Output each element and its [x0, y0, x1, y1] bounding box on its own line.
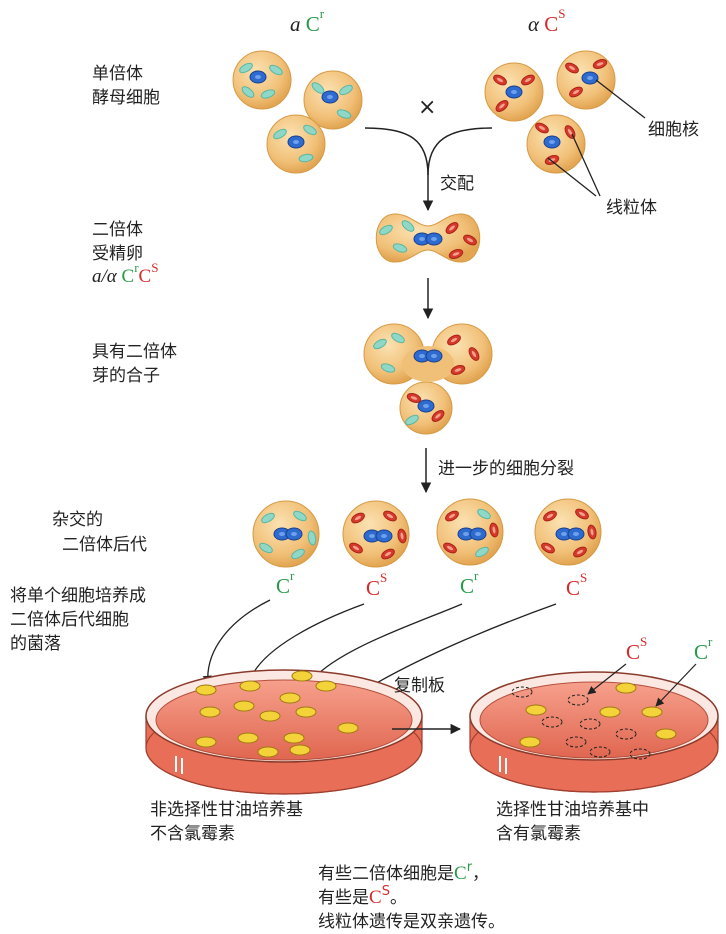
progeny-genotype-1: Cr — [276, 568, 295, 598]
haploid-label-2: 酵母细胞 — [92, 88, 160, 108]
diploid-zygote — [375, 213, 481, 263]
mito-leader-2 — [571, 133, 601, 197]
bud-label-2: 芽的合子 — [92, 366, 160, 386]
progeny-cell-1 — [252, 500, 320, 568]
mito-leader-1 — [547, 157, 597, 197]
haploid-cell-a3 — [266, 114, 326, 174]
progeny-label-1: 杂交的 — [52, 510, 103, 530]
plate-cs-arrow — [587, 663, 627, 695]
plate-right-label-2: 含有氯霉素 — [496, 824, 581, 844]
parent-alpha-genotype: α CS — [528, 6, 566, 36]
mating-label: 交配 — [440, 174, 474, 194]
plate-cr-genotype: Cr — [694, 634, 713, 664]
colony-arrow-2 — [248, 603, 365, 681]
petri-dish-nonselective — [145, 669, 423, 795]
nucleus-leader — [595, 79, 646, 119]
colony-arrow-1 — [202, 599, 271, 685]
colony-label-1: 将单个细胞培养成 — [10, 586, 146, 606]
budding-zygote — [363, 323, 493, 435]
plate-left-label-1: 非选择性甘油培养基 — [150, 800, 303, 820]
progeny-label-2: 二倍体后代 — [62, 535, 147, 555]
haploid-cell-a2 — [303, 70, 363, 130]
colonies-selective-absent — [511, 686, 651, 760]
haploid-cell-alpha2 — [556, 50, 616, 110]
colony-label-2: 二倍体后代细胞 — [10, 610, 129, 630]
conclusion-line-1: 有些二倍体细胞是Cr， — [318, 860, 490, 884]
progeny-genotype-4: CS — [566, 570, 588, 600]
progeny-cell-2 — [342, 500, 410, 568]
mating-curve-right — [427, 127, 493, 176]
plate-left-label-2: 不含氯霉素 — [150, 824, 235, 844]
plate-cr-arrow — [655, 663, 697, 707]
further-division-label: 进一步的细胞分裂 — [438, 459, 574, 479]
haploid-cell-a1 — [232, 50, 292, 110]
haploid-cell-alpha3 — [526, 114, 586, 174]
colonies-nonselective — [195, 670, 359, 758]
conclusion-line-3: 线粒体遗传是双亲遗传。 — [318, 912, 505, 932]
progeny-genotype-3: Cr — [460, 568, 479, 598]
haploid-label-1: 单倍体 — [92, 64, 143, 84]
nucleus-label: 细胞核 — [648, 120, 699, 140]
parent-a-genotype: a Cr — [290, 6, 325, 36]
diploid-genotype: a/α CrCS — [92, 260, 159, 287]
colonies-selective-growth — [519, 682, 677, 748]
haploid-cell-alpha1 — [484, 62, 544, 122]
progeny-cell-3 — [436, 498, 504, 566]
plate-right-label-1: 选择性甘油培养基中 — [496, 800, 649, 820]
mating-curve-left — [364, 127, 429, 176]
cross-symbol: × — [418, 95, 437, 120]
diploid-label-1: 二倍体 — [92, 220, 143, 240]
diploid-label-2: 受精卵 — [92, 244, 143, 264]
mitochondria-label: 线粒体 — [606, 198, 657, 218]
conclusion-line-2: 有些是CS。 — [318, 884, 407, 908]
plate-cs-genotype: CS — [626, 634, 648, 664]
progeny-cell-4 — [534, 498, 602, 566]
progeny-genotype-2: CS — [366, 570, 388, 600]
replica-label: 复制板 — [394, 676, 445, 696]
bud-label-1: 具有二倍体 — [92, 342, 177, 362]
colony-label-3: 的菌落 — [10, 634, 61, 654]
colony-arrow-3 — [311, 603, 463, 681]
